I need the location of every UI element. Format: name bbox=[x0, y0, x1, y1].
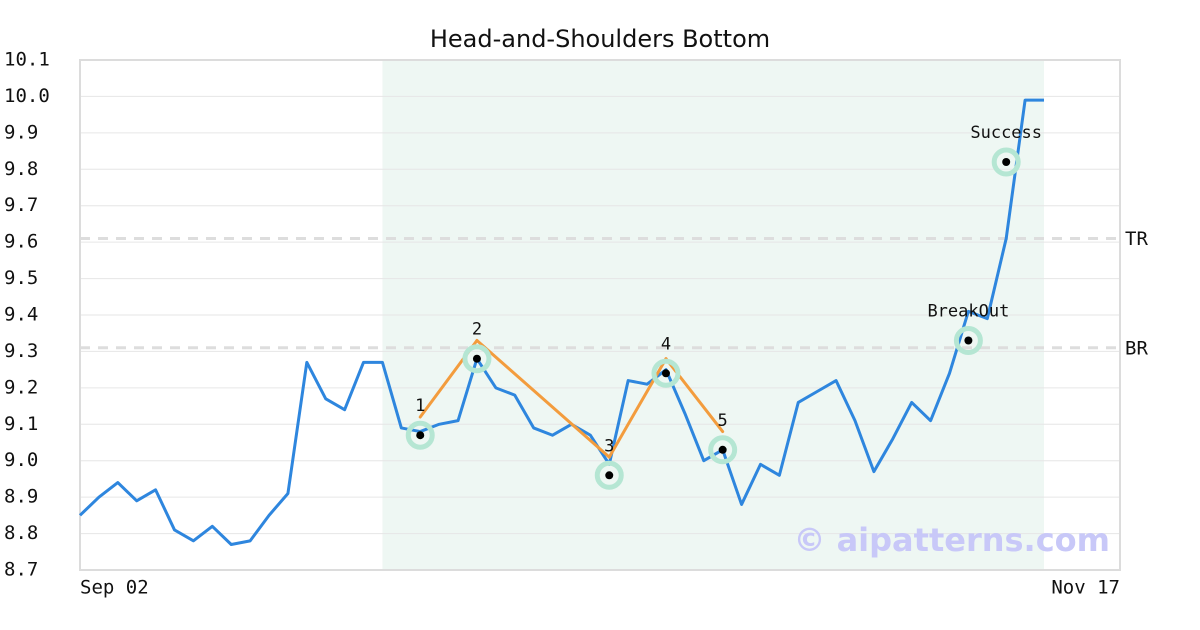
pattern-point-halo bbox=[651, 358, 681, 388]
reference-label: TR bbox=[1125, 228, 1148, 250]
pattern-point bbox=[718, 445, 727, 454]
pattern-point bbox=[416, 431, 425, 440]
reference-label: BR bbox=[1125, 337, 1148, 359]
pattern-point-halo bbox=[462, 344, 492, 374]
pattern-point-label: Success bbox=[970, 123, 1042, 143]
y-tick-label: 9.6 bbox=[4, 231, 38, 253]
price-line bbox=[78, 98, 1044, 546]
pattern-line bbox=[475, 339, 611, 459]
pattern-point bbox=[1002, 158, 1011, 166]
pattern-point-halo bbox=[594, 460, 624, 490]
y-tick-label: 8.8 bbox=[4, 522, 38, 544]
y-tick-label: 9.5 bbox=[4, 267, 38, 289]
pattern-point bbox=[605, 471, 614, 480]
pattern-point bbox=[964, 336, 973, 345]
pattern-point-label: 2 bbox=[472, 320, 482, 340]
y-tick-label: 9.4 bbox=[4, 304, 38, 326]
y-tick-label: 10.1 bbox=[4, 49, 50, 71]
y-tick-label: 9.2 bbox=[4, 376, 38, 398]
y-tick-label: 9.7 bbox=[4, 194, 38, 216]
pattern-point-label: 3 bbox=[604, 436, 614, 456]
y-tick-label: 9.1 bbox=[4, 413, 38, 435]
pattern-point-label: 4 bbox=[661, 334, 671, 354]
chart-title: Head-and-Shoulders Bottom bbox=[430, 25, 770, 53]
pattern-point-halo bbox=[953, 326, 983, 355]
x-tick-label: Nov 17 bbox=[1051, 577, 1120, 599]
y-tick-label: 8.7 bbox=[4, 559, 38, 581]
y-tick-label: 9.8 bbox=[4, 158, 38, 180]
watermark: © aipatterns.com bbox=[793, 521, 1110, 559]
pattern-point bbox=[661, 369, 670, 378]
pattern-point-label: BreakOut bbox=[927, 302, 1009, 322]
pattern-point bbox=[472, 354, 481, 363]
pattern-point-label: 1 bbox=[415, 396, 425, 416]
pattern-point-halo bbox=[405, 420, 435, 450]
pattern-point-halo bbox=[991, 147, 1021, 177]
y-tick-label: 9.9 bbox=[4, 121, 38, 143]
plot-frame bbox=[79, 59, 1121, 571]
x-tick-label: Sep 02 bbox=[80, 577, 149, 599]
y-tick-label: 8.9 bbox=[4, 486, 38, 508]
pattern-point-halo bbox=[708, 435, 738, 465]
y-tick-label: 9.3 bbox=[4, 340, 38, 362]
y-tick-label: 9.0 bbox=[4, 449, 38, 471]
y-tick-label: 10.0 bbox=[4, 85, 50, 107]
pattern-point-label: 5 bbox=[718, 411, 728, 431]
